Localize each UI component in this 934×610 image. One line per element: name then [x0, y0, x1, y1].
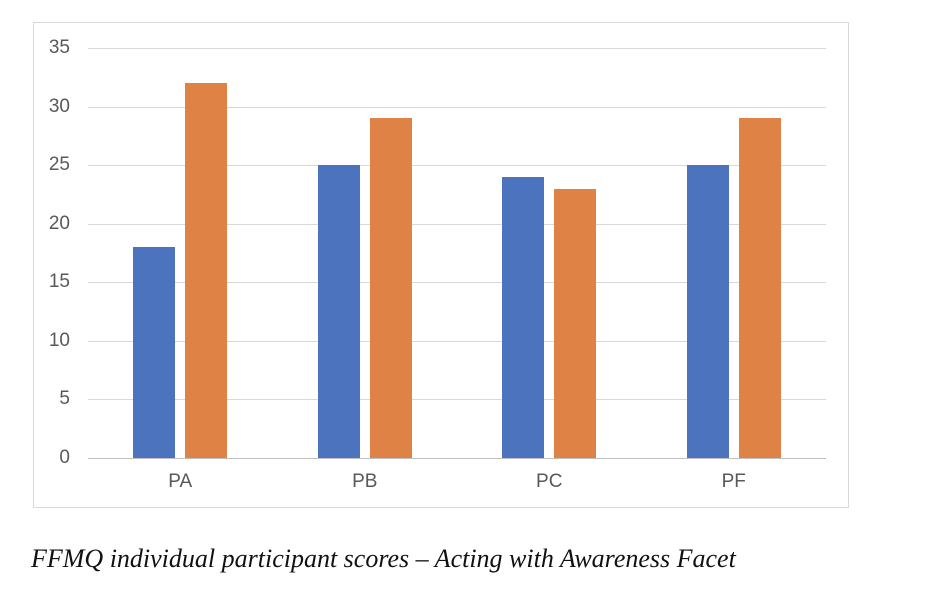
bar-blue-pa: [133, 247, 176, 458]
figure-caption: FFMQ individual participant scores – Act…: [31, 544, 736, 573]
bar-orange-pa: [185, 83, 228, 458]
gridline: [88, 282, 826, 284]
gridline: [88, 340, 826, 342]
gridline: [88, 399, 826, 401]
bar-blue-pc: [502, 176, 545, 458]
bar-blue-pb: [317, 165, 360, 458]
x-axis-label-pb: PB: [352, 471, 378, 492]
x-axis-label-pf: PF: [721, 471, 746, 492]
plot-area: 0 5 10 15 20 25 30 35 PA PB PC PF: [49, 38, 826, 492]
gridline: [88, 223, 826, 225]
y-tick-label: 25: [48, 154, 70, 176]
bar-chart: 0 5 10 15 20 25 30 35 PA PB PC PF: [33, 22, 849, 508]
bar-blue-pf: [686, 165, 729, 458]
y-tick-label: 0: [59, 447, 70, 468]
y-tick-label: 10: [48, 329, 70, 351]
gridline: [88, 165, 826, 167]
bar-orange-pc: [554, 188, 597, 458]
y-tick-label: 30: [48, 95, 70, 117]
bar-orange-pf: [738, 118, 781, 458]
bar-orange-pb: [369, 118, 412, 458]
y-tick-label: 20: [48, 212, 70, 234]
x-axis-line: [88, 458, 826, 459]
gridline: [88, 48, 826, 49]
y-tick-label: 35: [48, 37, 70, 58]
gridline: [88, 106, 826, 108]
y-tick-label: 15: [48, 271, 70, 293]
x-axis-label-pc: PC: [536, 471, 563, 492]
x-axis-label-pa: PA: [168, 471, 193, 492]
y-tick-label: 5: [59, 388, 70, 410]
